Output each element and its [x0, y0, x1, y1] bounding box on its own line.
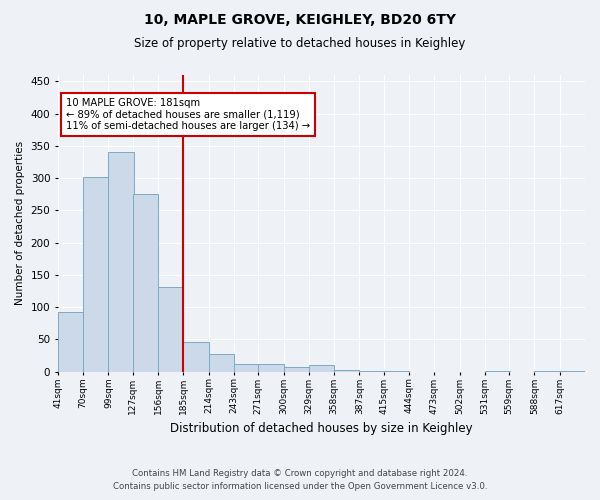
Bar [209, 354, 234, 372]
Y-axis label: Number of detached properties: Number of detached properties [15, 142, 25, 306]
Bar [259, 364, 284, 372]
Bar [309, 366, 334, 372]
Bar [158, 286, 184, 372]
Bar [58, 312, 83, 372]
Bar [535, 371, 560, 372]
Bar [359, 371, 385, 372]
Text: 10, MAPLE GROVE, KEIGHLEY, BD20 6TY: 10, MAPLE GROVE, KEIGHLEY, BD20 6TY [144, 12, 456, 26]
Bar [109, 152, 134, 372]
Text: Contains HM Land Registry data © Crown copyright and database right 2024.: Contains HM Land Registry data © Crown c… [132, 468, 468, 477]
Bar [560, 371, 585, 372]
Bar [133, 194, 158, 372]
Bar [83, 177, 109, 372]
Text: Size of property relative to detached houses in Keighley: Size of property relative to detached ho… [134, 38, 466, 51]
Text: 10 MAPLE GROVE: 181sqm
← 89% of detached houses are smaller (1,119)
11% of semi-: 10 MAPLE GROVE: 181sqm ← 89% of detached… [66, 98, 310, 131]
Text: Contains public sector information licensed under the Open Government Licence v3: Contains public sector information licen… [113, 482, 487, 491]
Bar [485, 371, 510, 372]
Bar [384, 371, 409, 372]
Bar [234, 364, 259, 372]
Bar [334, 370, 359, 372]
X-axis label: Distribution of detached houses by size in Keighley: Distribution of detached houses by size … [170, 422, 473, 435]
Bar [184, 342, 209, 372]
Bar [284, 367, 309, 372]
